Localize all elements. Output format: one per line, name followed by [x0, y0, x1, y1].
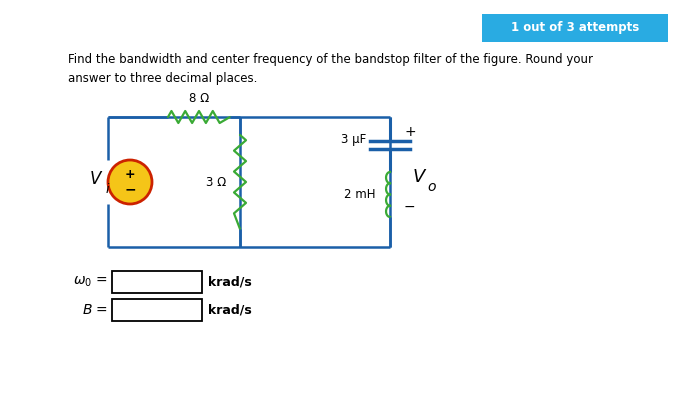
- Text: 1 out of 3 attempts: 1 out of 3 attempts: [511, 21, 639, 34]
- Text: $\mathit{o}$: $\mathit{o}$: [427, 180, 437, 194]
- Text: +: +: [404, 125, 416, 139]
- Text: $\mathit{V}$: $\mathit{V}$: [412, 168, 427, 186]
- Text: $\mathit{V}$: $\mathit{V}$: [89, 170, 103, 188]
- Text: $\mathit{i}$: $\mathit{i}$: [105, 182, 111, 196]
- Text: 2 mH: 2 mH: [344, 188, 376, 201]
- Text: $\omega_0$ =: $\omega_0$ =: [73, 275, 108, 289]
- Text: 3 Ω: 3 Ω: [206, 175, 226, 188]
- Text: Find the bandwidth and center frequency of the bandstop filter of the figure. Ro: Find the bandwidth and center frequency …: [68, 53, 593, 85]
- Text: $B$ =: $B$ =: [82, 303, 108, 317]
- FancyBboxPatch shape: [482, 14, 668, 42]
- Text: −: −: [124, 182, 136, 196]
- Text: krad/s: krad/s: [208, 275, 252, 288]
- Text: −: −: [404, 200, 416, 214]
- Text: krad/s: krad/s: [208, 303, 252, 316]
- Text: 3 µF: 3 µF: [341, 132, 366, 145]
- Text: +: +: [125, 169, 135, 181]
- Ellipse shape: [108, 160, 152, 204]
- FancyBboxPatch shape: [112, 299, 202, 321]
- Text: 8 Ω: 8 Ω: [189, 92, 209, 105]
- FancyBboxPatch shape: [112, 271, 202, 293]
